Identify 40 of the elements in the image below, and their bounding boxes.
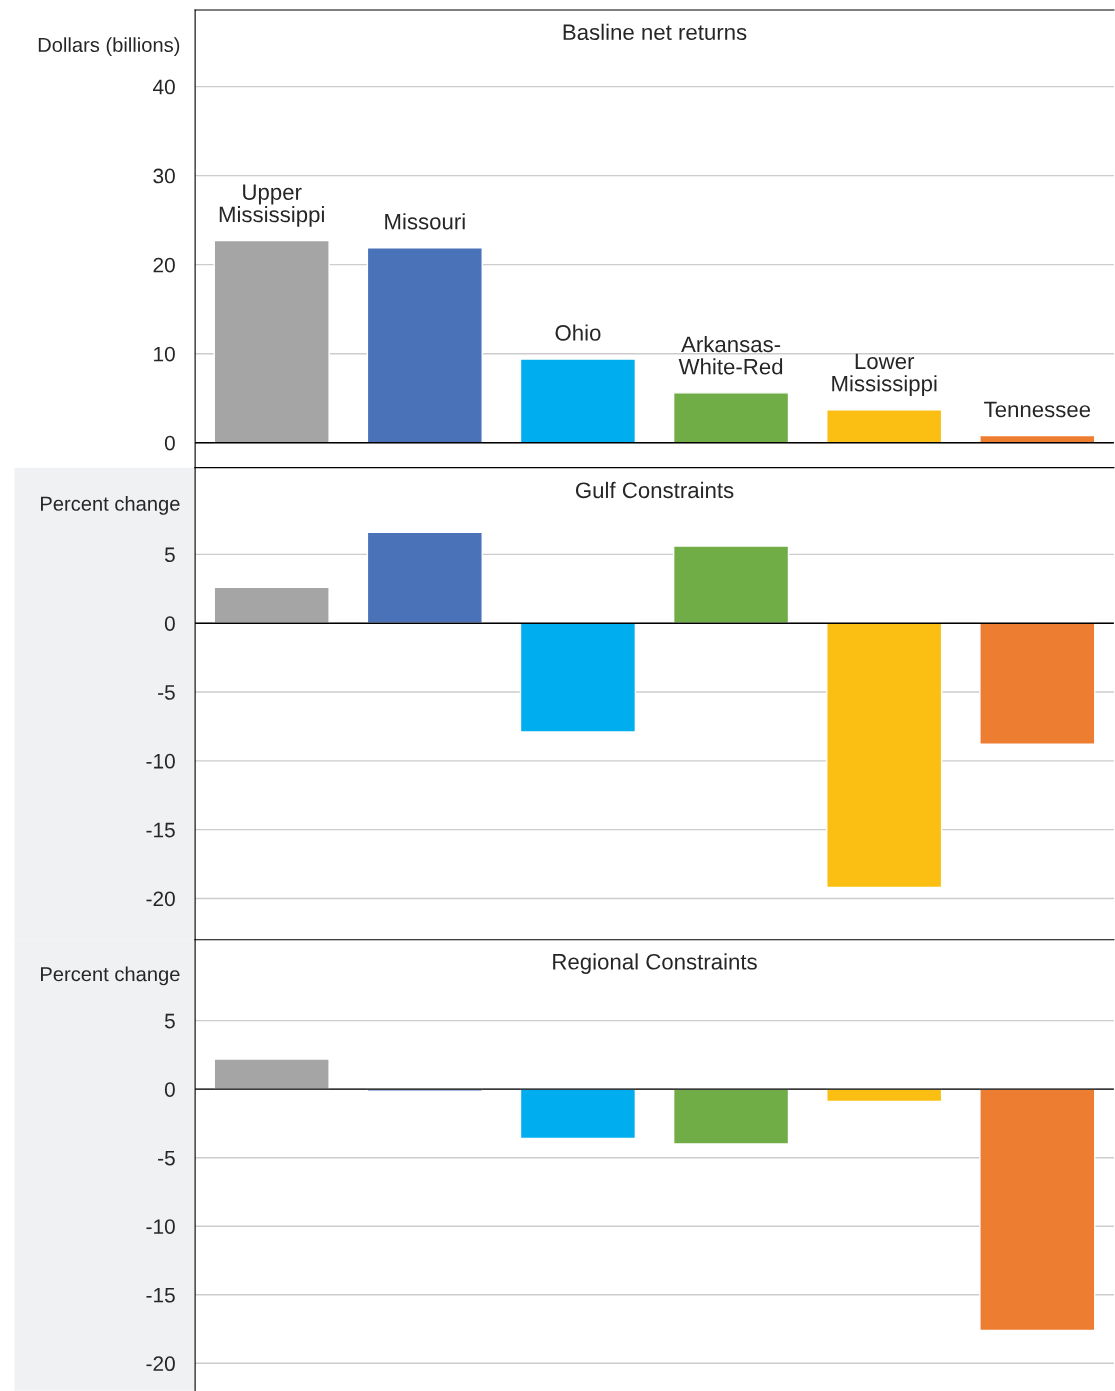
bar — [366, 531, 483, 624]
y-axis-title: Dollars (billions) — [38, 37, 180, 56]
y-tick-label: -20 — [146, 1356, 175, 1372]
text: Regional Constraints — [553, 953, 757, 974]
x-tick-label: Tennessee — [984, 401, 1091, 418]
chart-title: Basline net returns — [563, 23, 747, 41]
y-tick-label: 5 — [164, 1013, 175, 1029]
y-tick-label: 0 — [164, 1082, 175, 1097]
y-axis-title: Percent change — [41, 496, 180, 515]
y-tick-label: 0 — [164, 616, 175, 631]
y-tick-label: -15 — [146, 1287, 175, 1303]
y-tick-label: 40 — [152, 79, 175, 95]
y-tick-label: -5 — [158, 1150, 175, 1166]
bar — [826, 622, 943, 889]
bar — [213, 586, 330, 624]
bar — [672, 545, 790, 624]
bar — [519, 622, 637, 733]
bar — [213, 239, 330, 444]
y-axis-title: Percent change — [41, 966, 180, 986]
bar — [672, 392, 790, 444]
x-tick-label: Upper Mississippi — [219, 184, 324, 227]
bar — [826, 409, 943, 444]
text: Gulf Constraints — [575, 481, 734, 499]
y-tick-label: -20 — [146, 891, 175, 907]
x-tick-label: Lower Mississippi — [832, 353, 937, 396]
y-tick-label: -10 — [146, 753, 175, 769]
y-tick-label: 5 — [164, 547, 175, 563]
x-tick-label: Ohio — [555, 324, 601, 341]
bar — [366, 247, 483, 444]
y-tick-label: -10 — [146, 1219, 175, 1234]
y-tick-label: -15 — [146, 822, 175, 838]
y-tick-label: 10 — [154, 346, 175, 362]
bar — [979, 622, 1096, 746]
y-tick-label: -5 — [158, 685, 175, 700]
x-tick-label: Missouri — [385, 213, 465, 230]
y-tick-label: 30 — [153, 168, 175, 184]
x-tick-label: Arkansas- White-Red — [678, 335, 783, 375]
y-tick-label: 0 — [164, 435, 175, 451]
bar — [519, 358, 637, 444]
y-tick-label: 20 — [153, 257, 175, 273]
